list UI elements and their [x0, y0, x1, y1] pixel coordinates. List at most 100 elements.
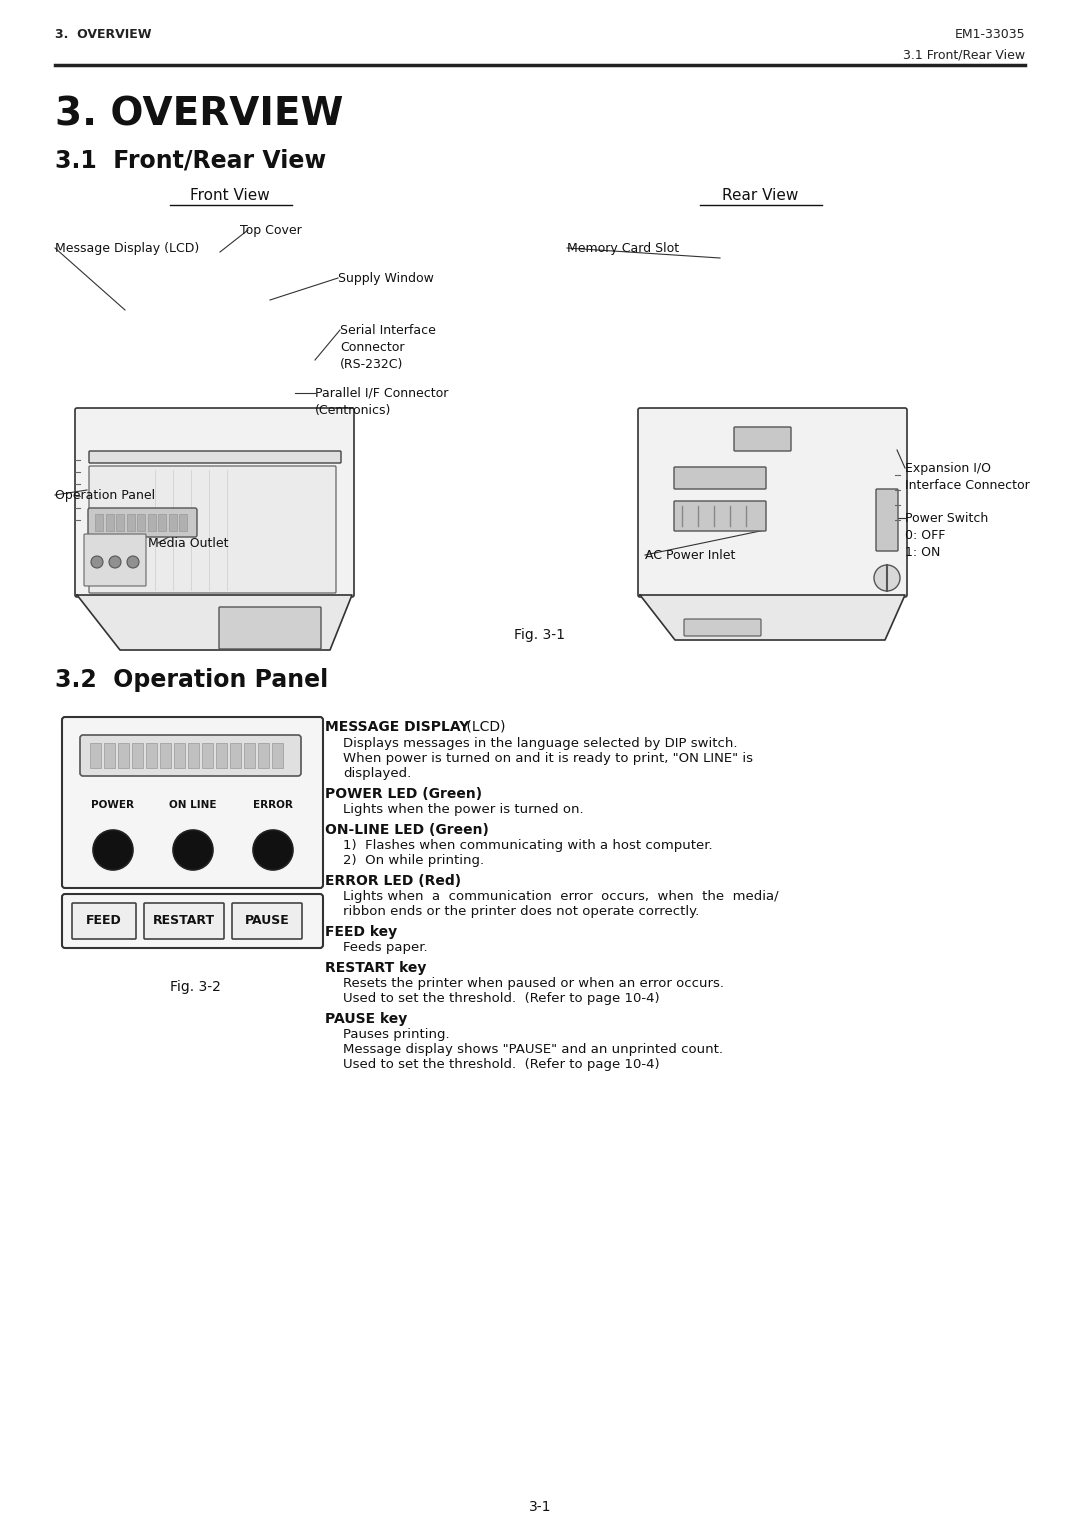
Text: RESTART: RESTART: [153, 915, 215, 927]
FancyBboxPatch shape: [638, 409, 907, 596]
Text: Message Display (LCD): Message Display (LCD): [55, 242, 199, 255]
Bar: [160, 743, 171, 769]
Text: displayed.: displayed.: [343, 767, 411, 779]
Polygon shape: [640, 595, 905, 640]
Polygon shape: [77, 595, 352, 650]
Text: (LCD): (LCD): [462, 720, 505, 734]
FancyBboxPatch shape: [62, 894, 323, 949]
Text: Rear View: Rear View: [721, 188, 798, 203]
Text: Expansion I/O
Interface Connector: Expansion I/O Interface Connector: [905, 462, 1029, 493]
FancyBboxPatch shape: [72, 903, 136, 939]
Text: POWER LED (Green): POWER LED (Green): [325, 787, 482, 801]
Text: ribbon ends or the printer does not operate correctly.: ribbon ends or the printer does not oper…: [343, 904, 699, 918]
Text: 3.2  Operation Panel: 3.2 Operation Panel: [55, 668, 328, 692]
Text: FEED: FEED: [86, 915, 122, 927]
Bar: [95, 514, 103, 531]
Text: Parallel I/F Connector
(Centronics): Parallel I/F Connector (Centronics): [315, 387, 448, 416]
Text: Used to set the threshold.  (Refer to page 10-4): Used to set the threshold. (Refer to pag…: [343, 991, 660, 1005]
FancyBboxPatch shape: [232, 903, 302, 939]
FancyBboxPatch shape: [674, 502, 766, 531]
FancyBboxPatch shape: [87, 508, 197, 537]
Bar: [106, 514, 113, 531]
Circle shape: [127, 557, 139, 567]
Text: Message display shows "PAUSE" and an unprinted count.: Message display shows "PAUSE" and an unp…: [343, 1043, 723, 1055]
Text: Media Outlet: Media Outlet: [148, 537, 229, 551]
Text: POWER: POWER: [92, 801, 135, 810]
FancyBboxPatch shape: [89, 451, 341, 464]
Text: RESTART key: RESTART key: [325, 961, 427, 974]
Text: ON-LINE LED (Green): ON-LINE LED (Green): [325, 824, 489, 837]
FancyBboxPatch shape: [734, 427, 791, 451]
Bar: [118, 743, 129, 769]
FancyBboxPatch shape: [89, 467, 336, 593]
Bar: [158, 514, 166, 531]
Circle shape: [109, 557, 121, 567]
Text: Lights when  a  communication  error  occurs,  when  the  media/: Lights when a communication error occurs…: [343, 891, 779, 903]
Text: ERROR: ERROR: [253, 801, 293, 810]
FancyBboxPatch shape: [876, 490, 897, 551]
FancyBboxPatch shape: [144, 903, 224, 939]
Text: Front View: Front View: [190, 188, 270, 203]
Bar: [148, 514, 156, 531]
Text: Feeds paper.: Feeds paper.: [343, 941, 428, 955]
Text: 3.  OVERVIEW: 3. OVERVIEW: [55, 27, 151, 41]
Text: When power is turned on and it is ready to print, "ON LINE" is: When power is turned on and it is ready …: [343, 752, 753, 766]
Circle shape: [874, 564, 900, 592]
Bar: [258, 743, 269, 769]
Bar: [137, 514, 145, 531]
Bar: [202, 743, 213, 769]
Text: Pauses printing.: Pauses printing.: [343, 1028, 449, 1042]
Text: AC Power Inlet: AC Power Inlet: [645, 549, 735, 563]
Bar: [90, 743, 102, 769]
Text: PAUSE: PAUSE: [245, 915, 289, 927]
Bar: [174, 743, 185, 769]
Bar: [116, 514, 124, 531]
Bar: [216, 743, 227, 769]
Bar: [146, 743, 157, 769]
Text: 2)  On while printing.: 2) On while printing.: [343, 854, 484, 868]
FancyBboxPatch shape: [684, 619, 761, 636]
Circle shape: [173, 830, 213, 869]
Text: Displays messages in the language selected by DIP switch.: Displays messages in the language select…: [343, 737, 738, 750]
Text: FEED key: FEED key: [325, 926, 397, 939]
Text: ERROR LED (Red): ERROR LED (Red): [325, 874, 461, 888]
Bar: [126, 514, 135, 531]
Bar: [272, 743, 283, 769]
Bar: [132, 743, 143, 769]
Text: Supply Window: Supply Window: [338, 271, 434, 285]
Text: EM1-33035: EM1-33035: [955, 27, 1025, 41]
Text: Fig. 3-2: Fig. 3-2: [170, 981, 220, 994]
Bar: [188, 743, 199, 769]
Text: Power Switch
0: OFF
1: ON: Power Switch 0: OFF 1: ON: [905, 512, 988, 560]
Text: Used to set the threshold.  (Refer to page 10-4): Used to set the threshold. (Refer to pag…: [343, 1058, 660, 1071]
Circle shape: [93, 830, 133, 869]
Text: MESSAGE DISPLAY: MESSAGE DISPLAY: [325, 720, 470, 734]
Bar: [230, 743, 241, 769]
Text: Resets the printer when paused or when an error occurs.: Resets the printer when paused or when a…: [343, 978, 724, 990]
Text: ON LINE: ON LINE: [170, 801, 217, 810]
Text: 1)  Flashes when communicating with a host computer.: 1) Flashes when communicating with a hos…: [343, 839, 713, 852]
Text: 3.1 Front/Rear View: 3.1 Front/Rear View: [903, 47, 1025, 61]
Bar: [244, 743, 255, 769]
Text: Lights when the power is turned on.: Lights when the power is turned on.: [343, 804, 583, 816]
Text: Operation Panel: Operation Panel: [55, 490, 156, 502]
Text: Fig. 3-1: Fig. 3-1: [514, 628, 566, 642]
Text: 3-1: 3-1: [529, 1501, 551, 1514]
FancyBboxPatch shape: [674, 467, 766, 490]
Bar: [179, 514, 187, 531]
FancyBboxPatch shape: [84, 534, 146, 586]
Text: PAUSE key: PAUSE key: [325, 1013, 407, 1026]
FancyBboxPatch shape: [62, 717, 323, 888]
FancyBboxPatch shape: [219, 607, 321, 650]
Text: 3.1  Front/Rear View: 3.1 Front/Rear View: [55, 148, 326, 172]
Bar: [104, 743, 114, 769]
FancyBboxPatch shape: [80, 735, 301, 776]
Text: Serial Interface
Connector
(RS-232C): Serial Interface Connector (RS-232C): [340, 323, 436, 371]
Bar: [168, 514, 176, 531]
FancyBboxPatch shape: [75, 409, 354, 596]
Text: Top Cover: Top Cover: [240, 224, 301, 236]
Circle shape: [253, 830, 293, 869]
Circle shape: [91, 557, 103, 567]
Text: 3. OVERVIEW: 3. OVERVIEW: [55, 95, 343, 133]
Text: Memory Card Slot: Memory Card Slot: [567, 242, 679, 255]
